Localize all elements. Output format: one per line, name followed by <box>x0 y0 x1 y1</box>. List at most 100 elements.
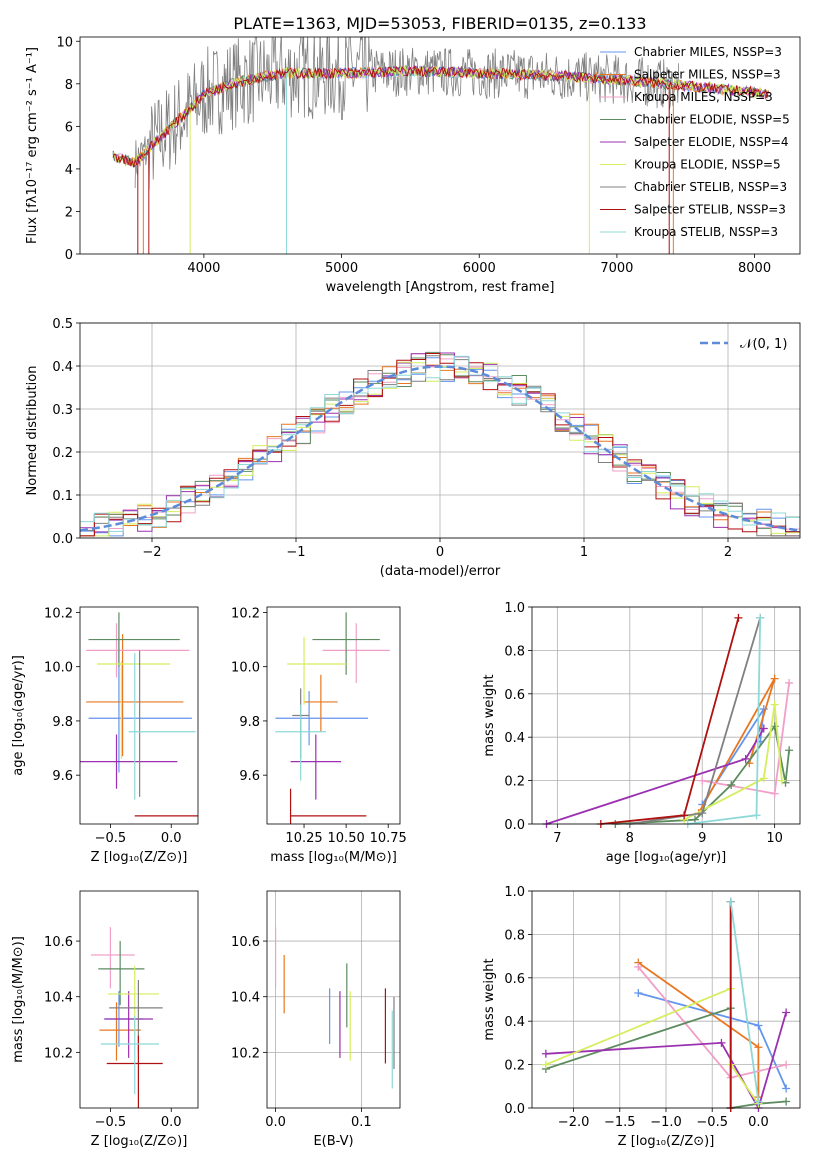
y-axis-label: age [log₁₀(age/yr)] <box>11 655 26 776</box>
x-tick-label: 10.25 <box>285 831 322 846</box>
weight-marker <box>770 789 779 798</box>
age-vs-mass-panel: 10.25 10.50 10.75 9.6 9.8 10.0 10.2 mass [log₁₀… <box>231 606 407 865</box>
normal-curve <box>80 365 800 532</box>
x-axis-label: (data-model)/error <box>380 564 501 579</box>
spectrum-panel: 4000 5000 6000 7000 8000 0 2 4 6 8 10 wavelength [A… <box>25 35 801 295</box>
y-tick-label: 10.6 <box>44 935 73 950</box>
histogram-steps <box>80 351 800 537</box>
weight-marker <box>782 1008 791 1017</box>
legend-label: Kroupa MILES, NSSP=3 <box>634 90 773 104</box>
x-axis-label: wavelength [Angstrom, rest frame] <box>326 280 555 295</box>
weight-marker <box>754 1097 763 1106</box>
y-tick-label: 0.0 <box>52 532 73 547</box>
x-tick-label: −0.5 <box>95 1115 127 1130</box>
x-tick-label: −1.5 <box>604 1115 636 1130</box>
y-axis-label: Flux [fλ10⁻¹⁷ erg cm⁻² s⁻¹ A⁻¹] <box>25 47 40 244</box>
y-tick-label: 0.2 <box>504 1059 525 1074</box>
y-tick-label: 0.4 <box>504 1015 525 1030</box>
weight-marker <box>734 613 743 622</box>
x-tick-label: 4000 <box>187 261 220 276</box>
x-tick-label: 8 <box>626 831 634 846</box>
y-tick-label: 0.8 <box>504 644 525 659</box>
weight-marker <box>698 809 707 818</box>
legend-label: Salpeter STELIB, NSSP=3 <box>634 203 786 217</box>
age-vs-metallicity-panel: −0.5 0.0 9.6 9.8 10.0 10.2 Z [log₁₀(Z/Z⊙)] age … <box>11 606 199 865</box>
x-tick-label: 0 <box>436 545 444 560</box>
error-bars <box>90 927 163 1108</box>
weight-marker <box>785 746 794 755</box>
error-bars <box>80 612 198 817</box>
y-tick-label: 10.6 <box>231 935 260 950</box>
y-tick-label: 0.3 <box>52 403 73 418</box>
axes-frame <box>79 606 199 825</box>
legend-label: Chabrier MILES, NSSP=3 <box>634 45 782 59</box>
legend-label: Salpeter ELODIE, NSSP=4 <box>634 135 789 149</box>
mass-vs-ebv-panel: 0.0 0.1 10.2 10.4 10.6 E(B-V) <box>231 890 401 1149</box>
x-tick-label: 1 <box>580 545 588 560</box>
y-tick-label: 10.4 <box>231 991 260 1006</box>
x-axis-label: Z [log₁₀(Z/Z⊙)] <box>91 1134 188 1149</box>
y-tick-label: 1.0 <box>504 885 525 900</box>
y-tick-label: 0.4 <box>52 360 73 375</box>
y-tick-label: 0.2 <box>504 775 525 790</box>
figure-title: PLATE=1363, MJD=53053, FIBERID=0135, z=0… <box>233 14 646 33</box>
weight-marker <box>782 1060 791 1069</box>
y-axis-label: mass [log₁₀(M/M⊙)] <box>11 936 26 1063</box>
y-tick-label: 0.2 <box>52 446 73 461</box>
x-tick-label: 10.75 <box>370 831 407 846</box>
weight-line-5 <box>545 987 760 1105</box>
weight-marker <box>782 1097 791 1106</box>
x-tick-label: 0.0 <box>161 831 182 846</box>
y-tick-label: 2 <box>65 205 73 220</box>
y-tick-label: 10.4 <box>44 991 73 1006</box>
weight-marker <box>777 776 786 785</box>
axes-frame <box>79 36 801 255</box>
x-tick-label: 6000 <box>463 261 496 276</box>
x-tick-label: −0.5 <box>696 1115 728 1130</box>
weight-line-7 <box>600 617 740 825</box>
x-tick-label: 0.0 <box>748 1115 769 1130</box>
x-tick-label: 8000 <box>738 261 771 276</box>
y-tick-label: 0.8 <box>504 928 525 943</box>
weight-marker <box>782 1084 791 1093</box>
axes-frame <box>531 606 801 825</box>
y-tick-label: 4 <box>65 163 73 178</box>
y-axis-label: Normed distribution <box>25 366 40 496</box>
x-tick-label: 10.50 <box>328 831 365 846</box>
y-tick-label: 0.4 <box>504 731 525 746</box>
x-tick-label: −2 <box>142 545 161 560</box>
x-tick-label: 2 <box>724 545 732 560</box>
x-tick-label: 7000 <box>600 261 633 276</box>
y-tick-label: 0 <box>65 248 73 263</box>
weight-line-5 <box>683 704 783 821</box>
spectrum-model-7 <box>112 65 769 168</box>
y-tick-label: 9.8 <box>52 715 73 730</box>
weight-marker <box>754 1021 763 1030</box>
x-axis-label: Z [log₁₀(Z/Z⊙)] <box>618 1134 715 1149</box>
axes-frame <box>266 606 401 825</box>
x-tick-label: −0.5 <box>95 831 127 846</box>
axes-frame <box>266 890 401 1109</box>
legend-label: Chabrier ELODIE, NSSP=5 <box>634 113 790 127</box>
y-tick-label: 10.2 <box>231 606 260 621</box>
y-axis-label: mass weight <box>482 958 497 1040</box>
weight-marker <box>634 988 643 997</box>
histogram-series-6 <box>80 355 800 537</box>
y-tick-label: 8 <box>65 78 73 93</box>
spectrum-data <box>134 37 679 191</box>
legend-label: Kroupa ELODIE, NSSP=5 <box>634 158 781 172</box>
error-bars <box>275 612 390 824</box>
weight-marker <box>785 678 794 687</box>
weight-marker <box>754 1043 763 1052</box>
axes-frame <box>79 322 801 539</box>
y-tick-label: 0.1 <box>52 489 73 504</box>
weight-marker <box>727 780 736 789</box>
weight-line-4 <box>545 1012 787 1111</box>
x-tick-label: 0.1 <box>351 1115 372 1130</box>
legend-label: 𝒩(0, 1) <box>740 337 787 352</box>
y-tick-label: 0.6 <box>504 688 525 703</box>
weight-marker <box>634 962 643 971</box>
x-axis-label: mass [log₁₀(M/M⊙)] <box>270 850 397 865</box>
weight-line-4 <box>546 728 765 825</box>
